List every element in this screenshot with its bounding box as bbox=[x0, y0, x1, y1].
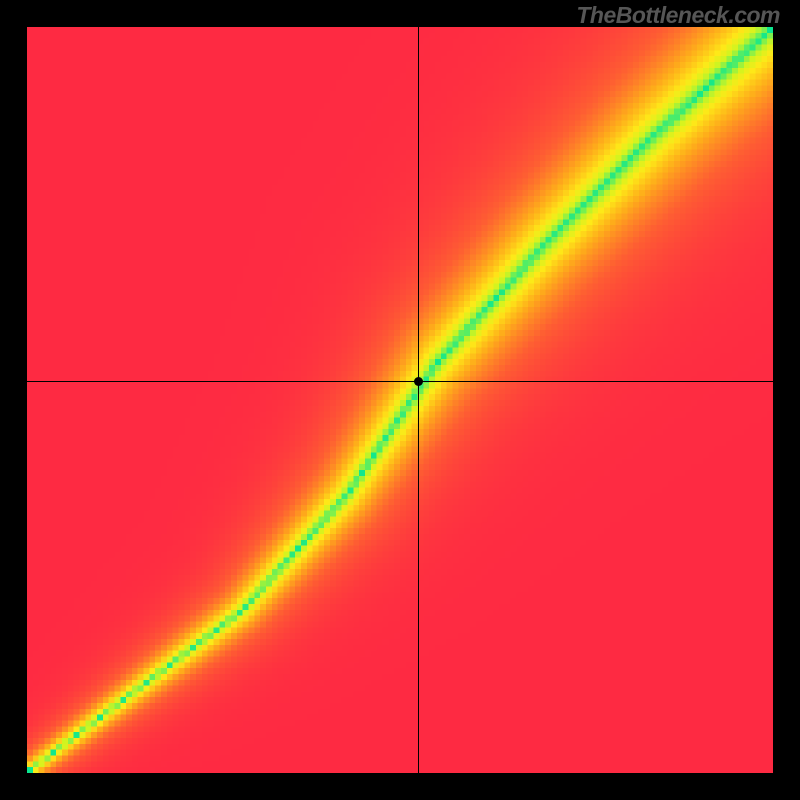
crosshair-marker bbox=[414, 377, 423, 386]
chart-stage: TheBottleneck.com bbox=[0, 0, 800, 800]
watermark-text: TheBottleneck.com bbox=[576, 2, 780, 29]
crosshair-vertical bbox=[418, 27, 419, 773]
crosshair-horizontal bbox=[27, 381, 773, 382]
bottleneck-heatmap bbox=[27, 27, 773, 773]
